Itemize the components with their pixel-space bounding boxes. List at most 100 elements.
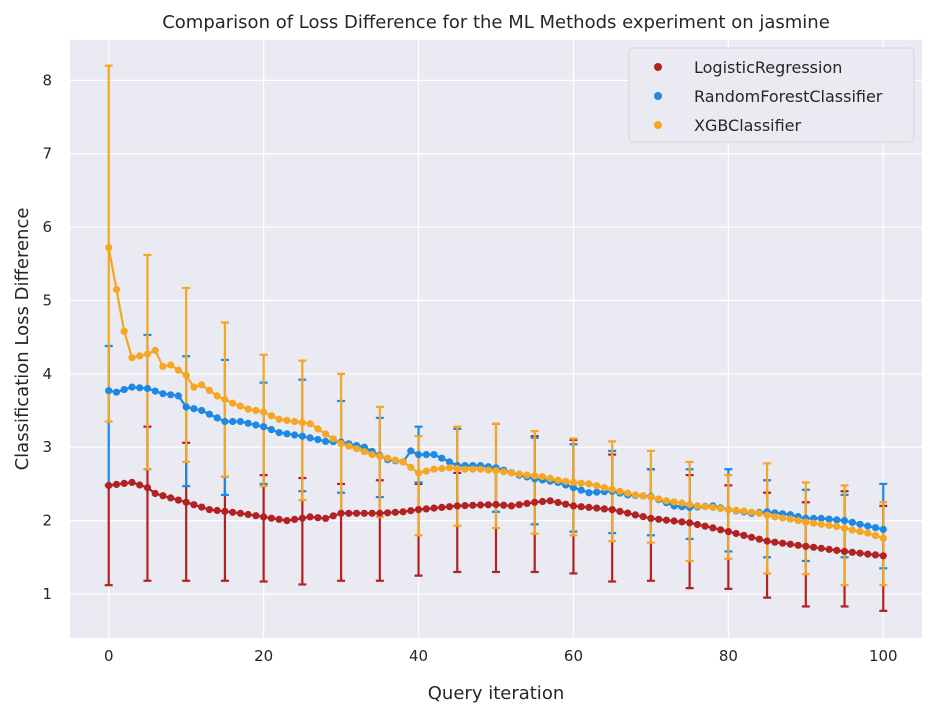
data-point — [128, 354, 136, 362]
data-point — [802, 542, 810, 550]
data-point — [322, 514, 330, 523]
data-point — [585, 489, 593, 497]
chart-title: Comparison of Loss Difference for the ML… — [162, 12, 830, 33]
data-point — [422, 451, 430, 459]
data-point — [167, 494, 175, 502]
data-point — [717, 526, 725, 534]
data-point — [693, 520, 702, 529]
data-point — [252, 421, 260, 429]
data-point — [414, 469, 423, 477]
data-point — [391, 508, 399, 516]
data-point — [213, 392, 221, 400]
data-point — [368, 509, 376, 517]
legend-marker-logisticregression — [654, 63, 662, 71]
data-point — [686, 519, 694, 527]
data-point — [345, 442, 353, 450]
data-point — [445, 503, 454, 511]
x-tick-label: 40 — [409, 647, 428, 665]
data-point — [414, 451, 423, 459]
data-point — [554, 476, 562, 484]
data-point — [709, 503, 717, 511]
data-point — [205, 410, 213, 418]
data-point — [562, 500, 570, 508]
data-point — [159, 492, 167, 500]
x-tick-label: 0 — [104, 647, 114, 665]
data-point — [678, 518, 686, 526]
data-point — [151, 387, 159, 395]
legend-marker-randomforestclassifier — [654, 92, 662, 100]
data-point — [298, 514, 306, 522]
data-point — [585, 480, 593, 488]
data-point — [856, 549, 864, 557]
data-point — [484, 501, 492, 509]
data-point — [306, 420, 314, 428]
data-point — [275, 515, 283, 524]
x-tick-label: 60 — [564, 647, 583, 665]
data-point — [267, 412, 275, 420]
data-point — [616, 507, 624, 515]
data-point — [631, 511, 640, 519]
data-point — [600, 505, 609, 513]
data-point — [848, 518, 856, 527]
data-point — [353, 509, 361, 517]
data-point — [182, 498, 190, 506]
data-point — [422, 467, 430, 475]
data-point — [856, 520, 864, 528]
data-point — [353, 445, 361, 453]
y-tick-label: 7 — [42, 145, 52, 163]
data-point — [655, 515, 663, 523]
data-point — [337, 440, 345, 448]
y-tick-label: 8 — [42, 71, 52, 89]
data-point — [438, 454, 446, 462]
data-point — [794, 517, 802, 525]
data-point — [515, 501, 523, 509]
data-point — [624, 509, 632, 517]
data-point — [105, 244, 113, 252]
data-point — [879, 534, 887, 542]
data-point — [701, 503, 709, 511]
data-point — [198, 381, 206, 389]
data-point — [167, 391, 175, 399]
data-point — [368, 451, 376, 459]
data-point — [151, 489, 159, 498]
data-point — [221, 507, 229, 515]
data-point — [205, 386, 213, 394]
series — [105, 244, 887, 560]
data-point — [755, 535, 763, 543]
data-point — [492, 467, 500, 475]
data-point — [507, 502, 516, 510]
data-point — [825, 515, 833, 523]
tick-labels: 0 20 40 60 80 100 1 2 3 4 5 6 7 8 — [42, 71, 897, 665]
data-point — [120, 386, 128, 394]
data-point — [871, 551, 880, 559]
data-point — [105, 481, 113, 489]
data-point — [871, 524, 880, 532]
x-tick-label: 80 — [719, 647, 738, 665]
data-point — [438, 503, 446, 511]
data-point — [190, 501, 198, 509]
data-point — [174, 392, 182, 400]
data-point — [136, 384, 144, 392]
data-point — [190, 383, 198, 391]
data-point — [198, 406, 206, 415]
data-point — [128, 383, 136, 391]
data-point — [360, 509, 368, 517]
data-point — [430, 504, 438, 512]
data-point — [647, 493, 655, 501]
data-point — [662, 516, 671, 524]
y-tick-label: 3 — [42, 438, 52, 456]
data-point — [337, 509, 345, 517]
data-point — [476, 465, 485, 473]
data-point — [531, 498, 539, 506]
data-point — [283, 430, 291, 438]
data-point — [678, 499, 686, 507]
data-point — [786, 515, 794, 523]
data-point — [159, 362, 167, 371]
data-point — [244, 405, 252, 413]
data-point — [624, 489, 632, 497]
data-point — [771, 538, 779, 546]
data-point — [221, 395, 229, 404]
data-point — [136, 352, 144, 360]
legend-label-logisticregression: LogisticRegression — [694, 58, 842, 77]
